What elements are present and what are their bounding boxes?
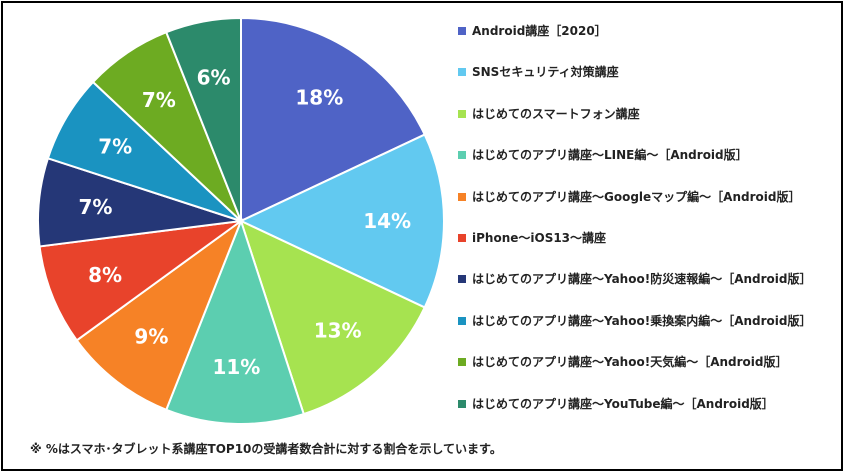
- slice-data-label: 8%: [88, 263, 122, 287]
- legend-swatch: [458, 151, 466, 160]
- pie-slice: [239, 219, 427, 416]
- legend-item: はじめてのアプリ講座～Googleマップ編～［Android版］: [458, 189, 843, 230]
- legend-item: はじめてのアプリ講座～Yahoo!防災速報編～［Android版］: [458, 271, 843, 312]
- legend-label: iPhone～iOS13～講座: [472, 230, 607, 245]
- slice-data-label: 11%: [212, 355, 260, 379]
- legend-item: はじめてのアプリ講座～Yahoo!乗換案内編～［Android版］: [458, 313, 843, 354]
- legend-item: iPhone～iOS13～講座: [458, 230, 843, 271]
- pie-slice: [240, 16, 427, 223]
- legend-swatch: [458, 192, 466, 201]
- footnote: ※ %はスマホ･タブレット系講座TOP10の受講者数合計に対する割合を示していま…: [30, 442, 502, 456]
- legend-item: はじめてのアプリ講座～YouTube編～［Android版］: [458, 396, 843, 437]
- legend-item: はじめてのアプリ講座～LINE編～［Android版］: [458, 147, 843, 188]
- legend-swatch: [458, 275, 466, 284]
- legend: Android講座［2020］ SNSセキュリティ対策講座 はじめてのスマートフ…: [458, 23, 843, 437]
- pie-slice: [38, 220, 242, 342]
- legend-label: はじめてのアプリ講座～Yahoo!防災速報編～［Android版］: [472, 272, 812, 287]
- slice-data-label: 14%: [363, 209, 411, 233]
- legend-label: はじめてのアプリ講座～Googleマップ編～［Android版］: [472, 189, 801, 204]
- legend-item: SNSセキュリティ対策講座: [458, 64, 843, 105]
- slice-data-label: 9%: [134, 324, 168, 348]
- legend-swatch: [458, 399, 466, 408]
- legend-swatch: [458, 316, 466, 325]
- legend-label: はじめてのアプリ講座～Yahoo!乗換案内編～［Android版］: [472, 313, 812, 328]
- legend-label: はじめてのアプリ講座～LINE編～［Android版］: [472, 148, 748, 163]
- legend-label: はじめてのスマートフォン講座: [472, 106, 640, 121]
- legend-swatch: [458, 233, 466, 242]
- legend-label: SNSセキュリティ対策講座: [472, 65, 619, 80]
- legend-swatch: [458, 68, 466, 77]
- legend-swatch: [458, 358, 466, 367]
- pie-slice: [164, 16, 242, 222]
- slice-data-label: 7%: [79, 195, 113, 219]
- pie-slice: [238, 133, 445, 309]
- legend-swatch: [458, 109, 466, 118]
- slice-data-label: 7%: [98, 135, 132, 159]
- slice-data-label: 6%: [197, 65, 231, 89]
- slice-data-label: 7%: [142, 88, 176, 112]
- legend-label: Android講座［2020］: [472, 24, 607, 38]
- legend-item: はじめてのアプリ講座～Yahoo!天気編～［Android版］: [458, 354, 843, 395]
- legend-label: はじめてのアプリ講座～Yahoo!天気編～［Android版］: [472, 355, 788, 370]
- legend-label: はじめてのアプリ講座～YouTube編～［Android版］: [472, 396, 774, 411]
- legend-item: はじめてのスマートフォン講座: [458, 106, 843, 147]
- pie-slice: [75, 218, 244, 412]
- slice-data-label: 18%: [295, 86, 343, 110]
- legend-swatch: [458, 27, 466, 35]
- pie-slice: [164, 218, 305, 425]
- slice-data-label: 13%: [314, 319, 362, 343]
- legend-item: Android講座［2020］: [458, 23, 843, 64]
